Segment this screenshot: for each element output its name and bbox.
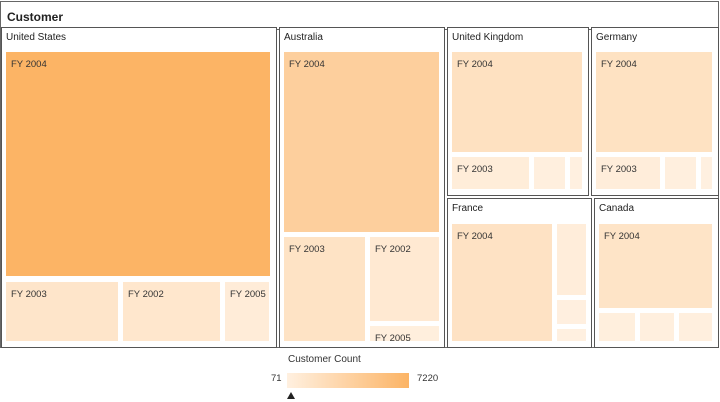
treemap-leaf-label: FY 2003 bbox=[11, 289, 47, 300]
treemap-group-label: Australia bbox=[284, 32, 323, 43]
treemap-group-label: Germany bbox=[596, 32, 638, 43]
treemap-leaf[interactable] bbox=[599, 313, 635, 341]
treemap-group-label: United States bbox=[6, 32, 67, 43]
treemap-leaf[interactable] bbox=[534, 157, 565, 189]
treemap-leaf-label: FY 2002 bbox=[128, 289, 164, 300]
treemap-group-label: France bbox=[452, 203, 484, 214]
treemap-leaf[interactable]: FY 2004 bbox=[596, 52, 712, 152]
treemap-leaf-label: FY 2002 bbox=[375, 244, 411, 255]
treemap-leaf-label: FY 2004 bbox=[457, 231, 493, 242]
treemap-leaf[interactable]: FY 2003 bbox=[452, 157, 529, 189]
treemap-leaf[interactable] bbox=[570, 157, 582, 189]
legend-title: Customer Count bbox=[288, 354, 361, 365]
treemap-leaf-label: FY 2004 bbox=[601, 59, 637, 70]
legend-min-label: 71 bbox=[271, 373, 282, 384]
treemap-leaf[interactable]: FY 2003 bbox=[6, 282, 118, 341]
legend-max-label: 7220 bbox=[417, 373, 439, 384]
treemap-leaf-label: FY 2005 bbox=[375, 333, 411, 344]
treemap-leaf[interactable]: FY 2003 bbox=[284, 237, 365, 341]
treemap-leaf[interactable]: FY 2004 bbox=[6, 52, 270, 276]
treemap-leaf[interactable] bbox=[557, 329, 586, 341]
treemap-leaf[interactable]: FY 2004 bbox=[284, 52, 439, 232]
treemap-leaf-label: FY 2004 bbox=[457, 59, 493, 70]
treemap-leaf-label: FY 2004 bbox=[11, 59, 47, 70]
treemap-leaf[interactable] bbox=[640, 313, 674, 341]
treemap-leaf[interactable]: FY 2004 bbox=[452, 52, 582, 152]
chart-title: Customer bbox=[7, 10, 64, 24]
treemap-leaf-label: FY 2004 bbox=[289, 59, 325, 70]
treemap-leaf[interactable] bbox=[679, 313, 712, 341]
treemap-leaf[interactable] bbox=[701, 157, 712, 189]
legend-pointer-icon[interactable] bbox=[287, 392, 295, 399]
treemap-leaf[interactable] bbox=[665, 157, 696, 189]
legend-color-bar bbox=[287, 373, 409, 388]
treemap-group-label: Canada bbox=[599, 203, 635, 214]
treemap-leaf-label: FY 2003 bbox=[601, 164, 637, 175]
treemap-leaf[interactable]: FY 2002 bbox=[370, 237, 439, 321]
treemap-leaf[interactable]: FY 2003 bbox=[596, 157, 660, 189]
treemap-leaf-label: FY 2003 bbox=[289, 244, 325, 255]
treemap-leaf-label: FY 2004 bbox=[604, 231, 640, 242]
treemap-leaf[interactable]: FY 2002 bbox=[123, 282, 220, 341]
treemap-leaf-label: FY 2005 bbox=[230, 289, 266, 300]
treemap-leaf[interactable]: FY 2004 bbox=[599, 224, 712, 308]
treemap-leaf[interactable] bbox=[557, 300, 586, 324]
treemap-leaf[interactable]: FY 2004 bbox=[452, 224, 552, 341]
treemap-group-label: United Kingdom bbox=[452, 32, 524, 43]
treemap-leaf[interactable]: FY 2005 bbox=[370, 326, 439, 344]
treemap-leaf-label: FY 2003 bbox=[457, 164, 493, 175]
treemap-leaf[interactable] bbox=[557, 224, 586, 295]
treemap-leaf[interactable]: FY 2005 bbox=[225, 282, 269, 341]
